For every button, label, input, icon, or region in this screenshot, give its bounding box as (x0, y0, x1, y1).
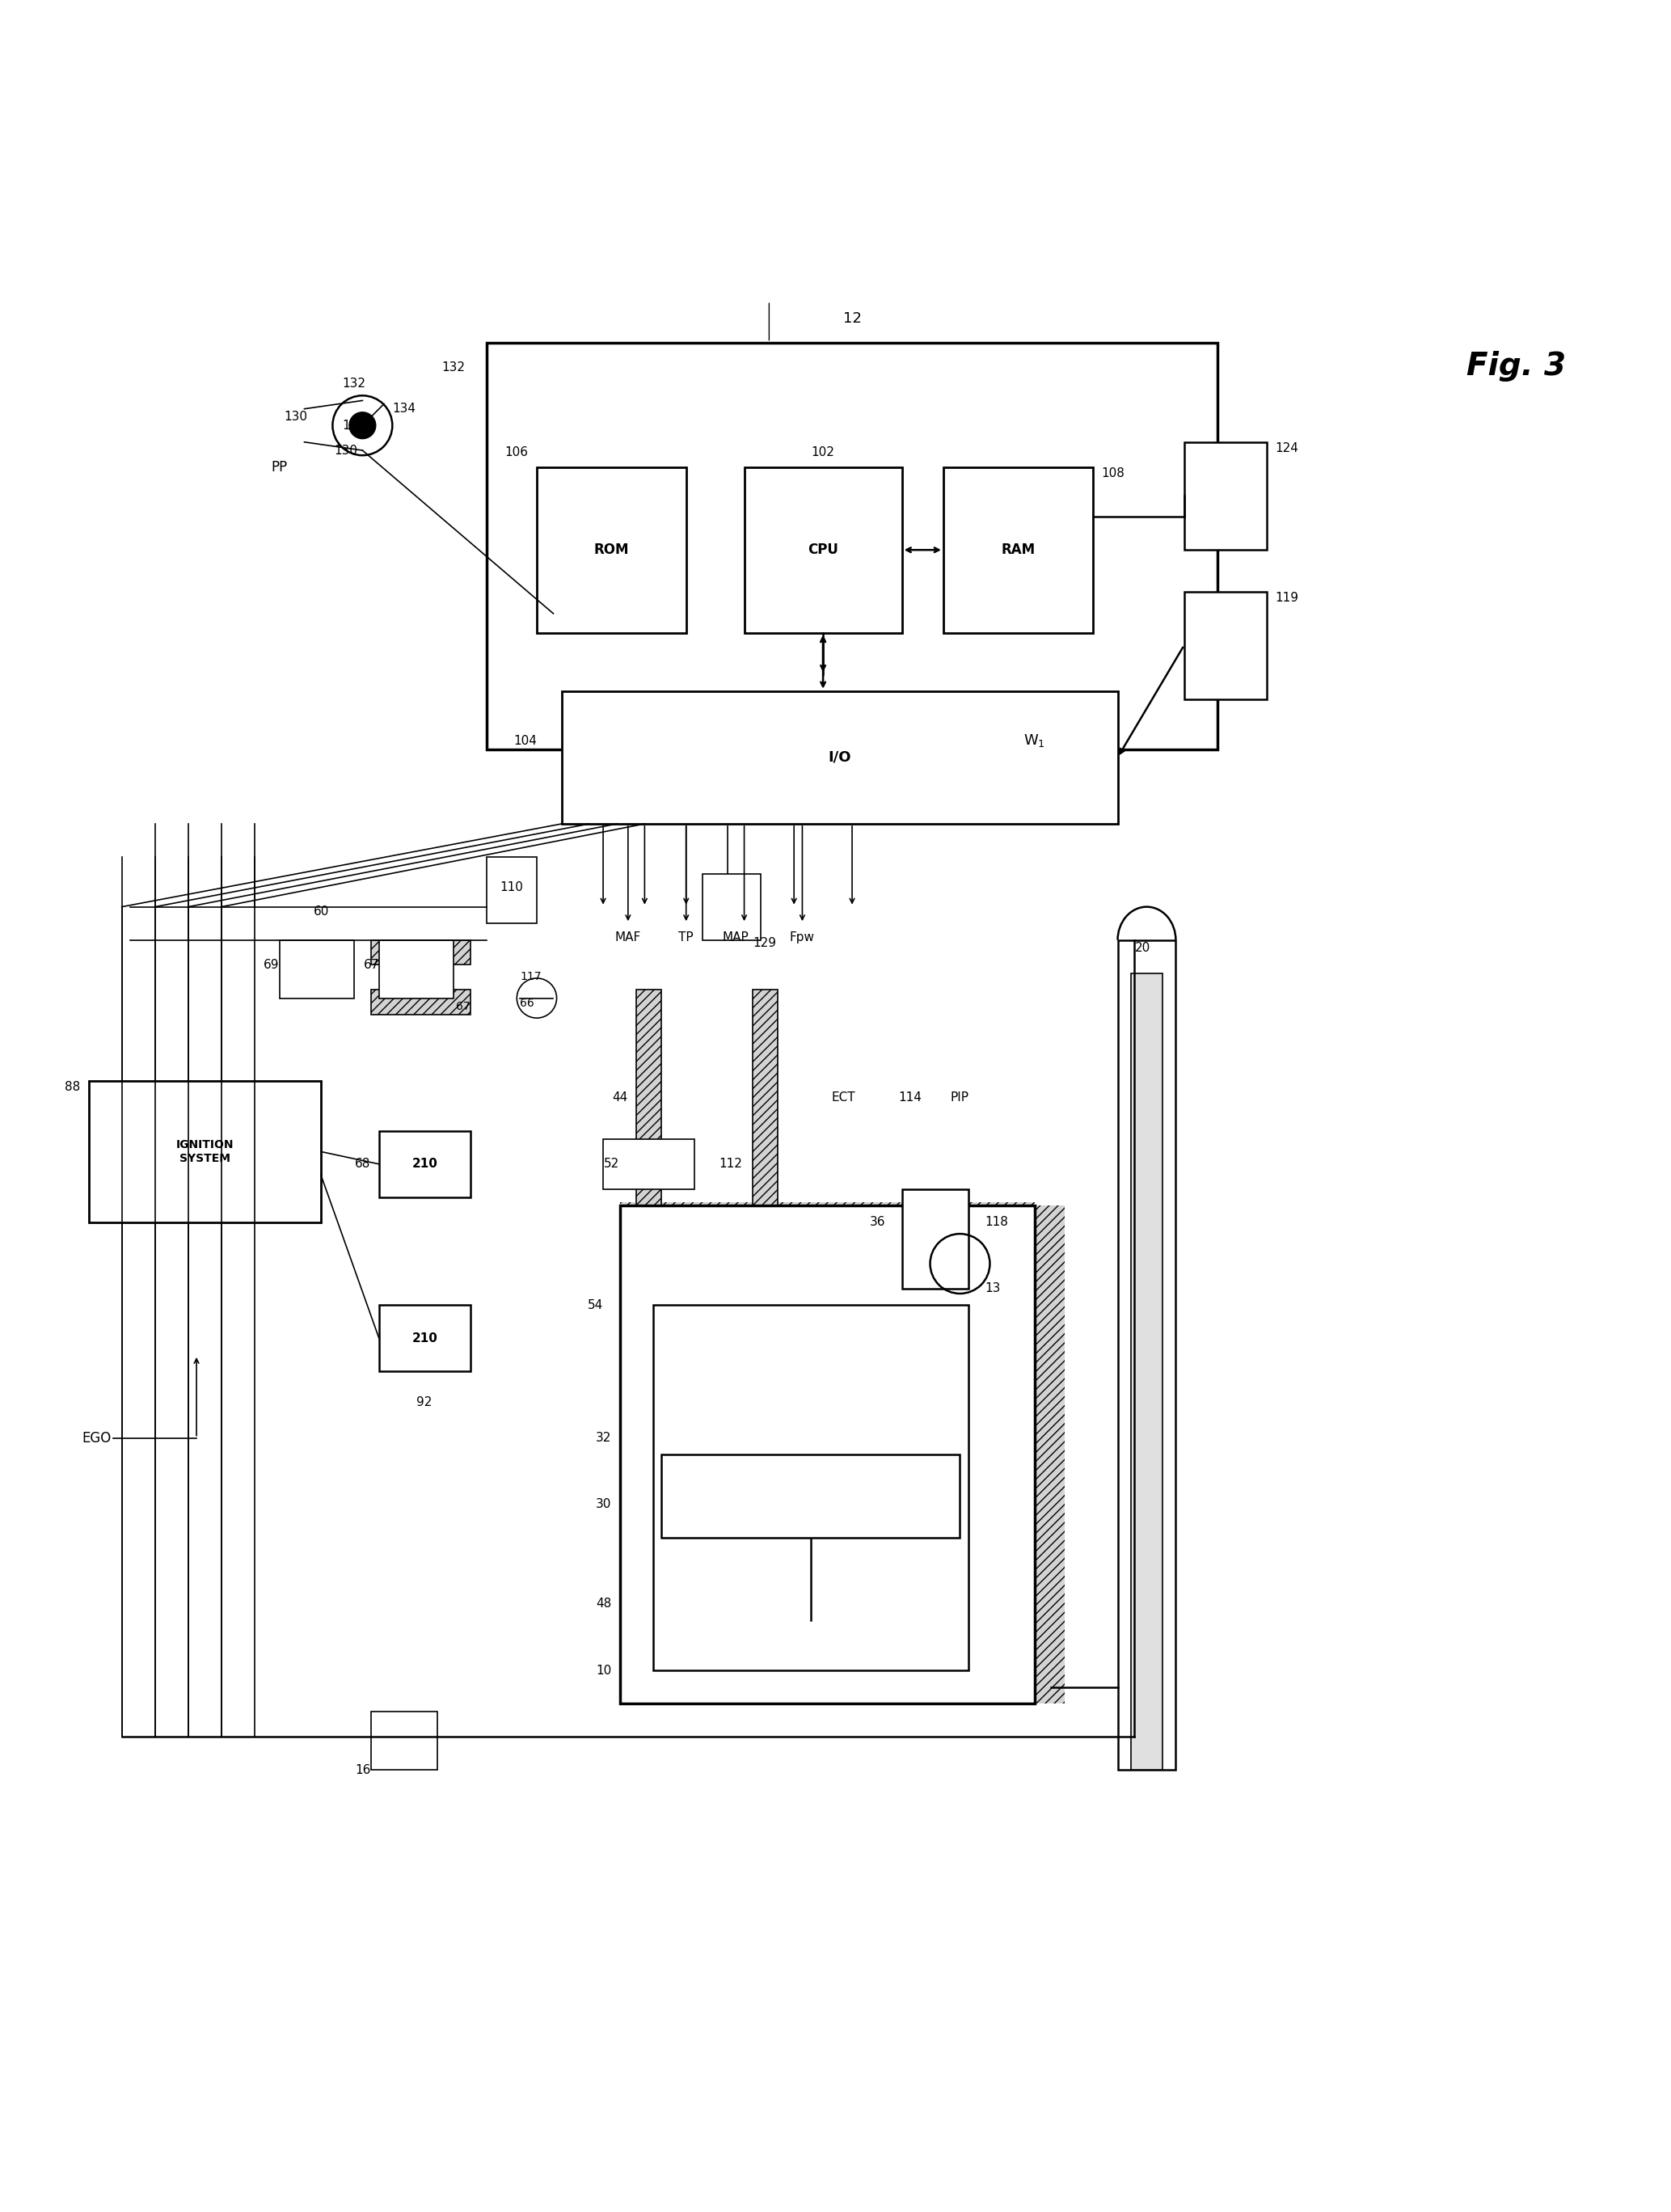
Text: 12: 12 (842, 312, 861, 325)
Text: 67: 67 (456, 1000, 470, 1013)
Bar (1118, 940, 1176, 1770)
Bar (371, 1712, 438, 1770)
Text: Fig. 3: Fig. 3 (1465, 352, 1566, 380)
Text: RAM: RAM (1001, 542, 1034, 557)
Text: 114: 114 (899, 1093, 922, 1104)
Text: 13: 13 (984, 1283, 1001, 1294)
Text: 66: 66 (520, 998, 535, 1009)
Bar (279, 940, 354, 998)
Text: ROM: ROM (593, 542, 628, 557)
Bar (603, 1139, 695, 1190)
Text: 69: 69 (264, 958, 279, 971)
Text: 210: 210 (411, 1159, 438, 1170)
Text: PIP: PIP (951, 1093, 969, 1104)
Bar (662, 1455, 959, 1537)
Bar (653, 1305, 968, 1670)
Text: 48: 48 (597, 1597, 612, 1610)
Bar (89, 1082, 321, 1223)
Text: 44: 44 (613, 1093, 628, 1104)
Text: 104: 104 (513, 734, 536, 748)
Text: 132: 132 (443, 361, 466, 374)
Bar (620, 1206, 1034, 1703)
Bar (561, 690, 1118, 823)
Text: 117: 117 (520, 971, 541, 982)
Bar (637, 989, 662, 1688)
Text: IGNITION
SYSTEM: IGNITION SYSTEM (175, 1139, 234, 1164)
Bar (744, 467, 902, 633)
Bar (371, 940, 470, 964)
Text: 130: 130 (284, 411, 307, 422)
Bar (1185, 442, 1267, 551)
Bar (703, 874, 760, 940)
Text: MAP: MAP (722, 931, 749, 945)
Text: TP: TP (678, 931, 693, 945)
Bar (902, 1190, 968, 1290)
Text: 20: 20 (1135, 942, 1150, 953)
Bar (486, 343, 1216, 750)
Text: 30: 30 (597, 1498, 612, 1511)
Bar (620, 1668, 1034, 1703)
Text: 67: 67 (363, 958, 379, 971)
Bar (379, 1305, 470, 1371)
Text: 88: 88 (65, 1082, 80, 1093)
Text: 134: 134 (343, 420, 366, 431)
Text: W$_1$: W$_1$ (1024, 732, 1046, 750)
Text: 92: 92 (416, 1396, 431, 1409)
Text: ECT: ECT (832, 1093, 856, 1104)
Text: 132: 132 (343, 378, 366, 389)
Bar (1131, 973, 1163, 1770)
Bar (1031, 1206, 1064, 1703)
Bar (620, 1203, 1034, 1239)
Text: 108: 108 (1101, 467, 1125, 480)
Text: 60: 60 (314, 905, 329, 918)
Text: Fpw: Fpw (790, 931, 815, 945)
Text: 129: 129 (752, 938, 775, 949)
Text: 102: 102 (812, 447, 836, 458)
Text: 112: 112 (719, 1159, 742, 1170)
Bar (379, 940, 455, 998)
Text: 10: 10 (597, 1663, 612, 1677)
Text: 52: 52 (605, 1159, 620, 1170)
Bar (536, 467, 687, 633)
Text: 134: 134 (393, 403, 416, 416)
Text: 110: 110 (500, 880, 523, 894)
Text: PP: PP (271, 460, 287, 473)
Text: 119: 119 (1275, 591, 1298, 604)
Text: 118: 118 (984, 1217, 1008, 1228)
Bar (379, 1130, 470, 1197)
Bar (1185, 591, 1267, 699)
Bar (486, 856, 536, 922)
Text: MAF: MAF (615, 931, 642, 945)
Text: 130: 130 (334, 445, 358, 456)
Text: EGO: EGO (82, 1431, 112, 1444)
Bar (944, 467, 1093, 633)
Text: 16: 16 (356, 1763, 371, 1776)
Bar (620, 1206, 657, 1703)
Text: 32: 32 (597, 1431, 612, 1444)
Text: I/O: I/O (829, 750, 851, 765)
Bar (371, 989, 470, 1015)
Text: 210: 210 (411, 1332, 438, 1345)
Text: CPU: CPU (807, 542, 839, 557)
Text: 106: 106 (505, 447, 528, 458)
Text: 36: 36 (869, 1217, 886, 1228)
Text: 54: 54 (588, 1298, 603, 1312)
Text: 124: 124 (1275, 442, 1298, 453)
Bar (752, 989, 777, 1688)
Text: 68: 68 (356, 1159, 371, 1170)
Circle shape (349, 411, 376, 438)
